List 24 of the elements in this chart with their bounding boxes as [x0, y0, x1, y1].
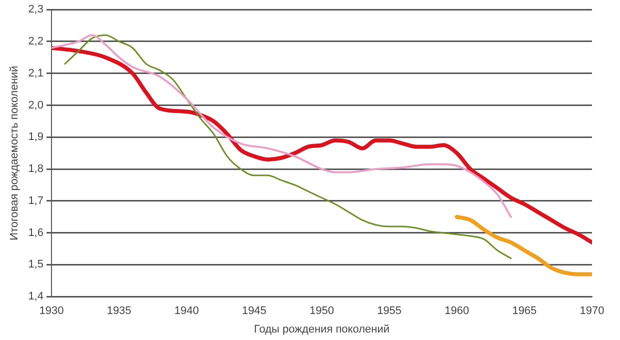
y-tick-label: 2,2 — [28, 36, 44, 48]
x-tick-label: 1955 — [377, 305, 402, 318]
y-tick-label: 1,4 — [28, 290, 44, 303]
y-tick-label: 1,6 — [28, 226, 44, 239]
y-tick-label: 1,7 — [28, 194, 44, 207]
x-tick-label: 1945 — [242, 305, 266, 318]
x-tick-label: 1935 — [106, 305, 132, 318]
x-tick-label: 1965 — [512, 305, 537, 318]
x-axis-title: Годы рождения поколений — [254, 323, 390, 336]
x-tick-label: 1950 — [310, 305, 334, 318]
x-tick-label: 1960 — [444, 305, 470, 318]
line-series — [454, 214, 592, 276]
y-tick-label: 2,3 — [28, 4, 44, 16]
x-tick-label: 1970 — [580, 305, 604, 318]
x-tick-label: 1940 — [174, 305, 199, 318]
y-tick-label: 2,1 — [28, 67, 44, 80]
line-series — [51, 34, 512, 218]
y-tick-label: 1,5 — [28, 258, 44, 271]
y-tick-label: 1,8 — [28, 163, 44, 176]
line-series — [64, 34, 512, 260]
y-tick-label: 2,0 — [28, 99, 44, 112]
x-tick-label: 1930 — [39, 305, 64, 318]
y-axis-title: Итоговая рождаемость поколений — [8, 66, 21, 240]
y-tick-label: 1,9 — [28, 131, 44, 144]
